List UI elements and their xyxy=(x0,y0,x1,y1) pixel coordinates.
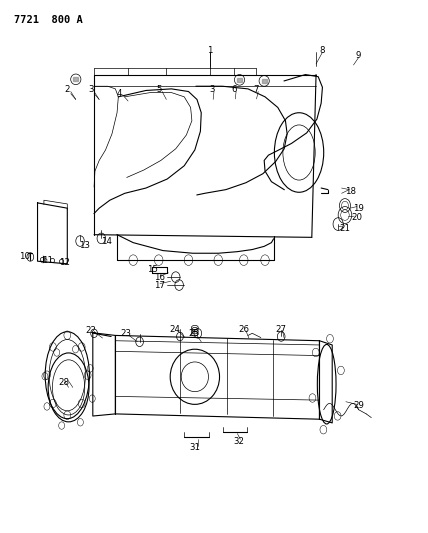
Text: 8: 8 xyxy=(320,46,325,55)
Text: 7721  800 A: 7721 800 A xyxy=(14,15,83,25)
Text: 11: 11 xyxy=(42,256,53,265)
Polygon shape xyxy=(73,77,78,82)
Text: 16: 16 xyxy=(155,273,166,282)
Text: 3: 3 xyxy=(209,85,214,94)
Text: 24: 24 xyxy=(169,325,180,334)
Text: 25: 25 xyxy=(188,329,199,338)
Text: 29: 29 xyxy=(353,401,364,410)
Text: 1: 1 xyxy=(207,46,212,55)
Text: 21: 21 xyxy=(339,224,351,233)
Text: 27: 27 xyxy=(276,325,287,334)
Text: 4: 4 xyxy=(117,88,122,98)
Text: 10: 10 xyxy=(19,253,30,262)
Text: 32: 32 xyxy=(233,437,244,446)
Text: 18: 18 xyxy=(345,187,357,196)
Text: 2: 2 xyxy=(65,85,70,94)
Text: 14: 14 xyxy=(101,237,112,246)
Text: 12: 12 xyxy=(59,259,70,267)
Text: 9: 9 xyxy=(356,51,361,60)
Polygon shape xyxy=(237,78,242,82)
Text: 13: 13 xyxy=(79,241,90,250)
Text: 17: 17 xyxy=(155,281,166,290)
Text: 6: 6 xyxy=(232,85,237,94)
Text: 20: 20 xyxy=(351,213,362,222)
Polygon shape xyxy=(262,79,267,83)
Text: 15: 15 xyxy=(147,265,158,274)
Polygon shape xyxy=(38,203,67,264)
Text: 26: 26 xyxy=(238,325,249,334)
Text: 28: 28 xyxy=(59,377,70,386)
Text: 22: 22 xyxy=(85,326,96,335)
Text: 23: 23 xyxy=(120,329,131,338)
Text: 3: 3 xyxy=(88,85,93,94)
Text: 31: 31 xyxy=(189,443,200,453)
Text: 19: 19 xyxy=(353,204,364,213)
Text: 5: 5 xyxy=(156,85,161,94)
Text: 7: 7 xyxy=(254,85,259,94)
